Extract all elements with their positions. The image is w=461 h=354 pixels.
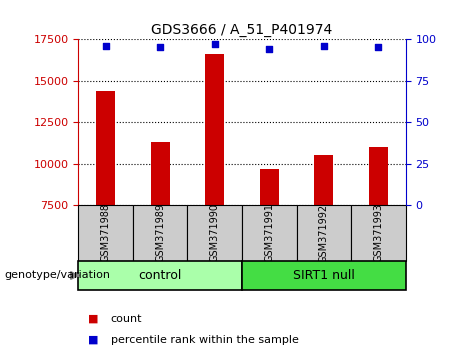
Bar	[351, 205, 406, 261]
Point	[320, 43, 327, 48]
Title: GDS3666 / A_51_P401974: GDS3666 / A_51_P401974	[151, 23, 333, 36]
Text: GSM371992: GSM371992	[319, 204, 329, 263]
Point	[266, 46, 273, 52]
Text: ■: ■	[88, 335, 98, 345]
Bar	[314, 155, 333, 205]
Bar	[151, 142, 170, 205]
Point	[211, 41, 219, 47]
Bar	[260, 169, 279, 205]
Bar	[78, 261, 242, 290]
Bar	[133, 205, 188, 261]
Bar	[296, 205, 351, 261]
Bar	[242, 205, 296, 261]
Bar	[96, 91, 115, 205]
Text: GSM371990: GSM371990	[210, 204, 220, 262]
Text: percentile rank within the sample: percentile rank within the sample	[111, 335, 299, 345]
Text: count: count	[111, 314, 142, 324]
Point	[375, 44, 382, 50]
Text: GSM371991: GSM371991	[264, 204, 274, 262]
Bar	[205, 54, 225, 205]
Text: GSM371989: GSM371989	[155, 204, 165, 262]
Text: GSM371993: GSM371993	[373, 204, 384, 262]
Bar	[369, 147, 388, 205]
Text: control: control	[138, 269, 182, 282]
Bar	[188, 205, 242, 261]
Text: ■: ■	[88, 314, 98, 324]
Bar	[78, 205, 133, 261]
Point	[102, 43, 109, 48]
Text: genotype/variation: genotype/variation	[5, 270, 111, 280]
Point	[157, 44, 164, 50]
Text: GSM371988: GSM371988	[100, 204, 111, 262]
Text: SIRT1 null: SIRT1 null	[293, 269, 355, 282]
Bar	[242, 261, 406, 290]
